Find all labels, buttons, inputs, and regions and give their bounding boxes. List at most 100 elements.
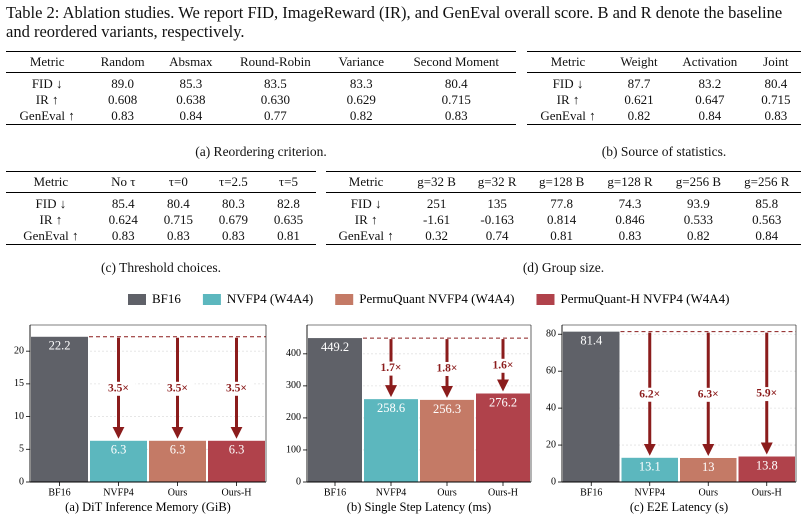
bar	[364, 399, 418, 482]
speedup-label: 1.6×	[493, 359, 514, 371]
table-cell: 0.563	[752, 212, 782, 227]
x-tick-label: Ours-H	[488, 487, 518, 498]
bar-value-label: 13.8	[756, 458, 778, 472]
x-tick-label: BF16	[580, 487, 602, 498]
bar	[680, 457, 737, 482]
speedup-label: 3.5×	[167, 382, 188, 394]
x-tick-label: BF16	[48, 487, 70, 498]
table-row: GenEval ↑ 0.32 0.74 0.81 0.83 0.82 0.84	[326, 228, 801, 245]
table-cell: IR ↑	[354, 212, 378, 227]
x-tick-label: Ours-H	[752, 487, 782, 498]
table-cell: GenEval ↑	[540, 108, 596, 123]
table-header-cell: Metric	[527, 51, 610, 73]
bar	[208, 440, 265, 482]
speedup-label: 5.9×	[756, 388, 777, 400]
table-cell: 85.4	[111, 196, 135, 211]
table-subcaption: (d) Group size.	[522, 260, 605, 275]
table-cell: 0.84	[755, 228, 779, 243]
table-header-cell: Joint	[750, 51, 801, 73]
table-cell: 0.715	[163, 212, 193, 227]
bar	[476, 393, 530, 482]
table-row: FID ↓ 251 135 77.8 74.3 93.9 85.8	[326, 193, 801, 213]
y-tick-label: 0	[19, 476, 24, 487]
bar	[149, 440, 206, 482]
table-cell: 251	[426, 196, 447, 211]
y-tick-label: 10	[14, 411, 24, 422]
table-cell: 80.4	[444, 76, 468, 91]
table-cell: 0.846	[615, 212, 645, 227]
table-cell: 0.81	[550, 228, 574, 243]
table-cell: 80.4	[166, 196, 190, 211]
bar	[621, 457, 678, 482]
x-tick-label: Ours	[699, 487, 719, 498]
table-header-row: Metric Weight Activation Joint	[527, 51, 801, 73]
bar	[563, 331, 620, 482]
speedup-label-bg	[430, 361, 464, 376]
table-cell: GenEval ↑	[19, 108, 75, 123]
table-header-cell: g=256 B	[664, 171, 733, 193]
table-cell: FID ↓	[552, 76, 584, 91]
table-cell: FID ↓	[35, 196, 67, 211]
bar-value-label: 256.3	[433, 402, 461, 416]
table-cell: -0.163	[480, 212, 514, 227]
bar	[90, 440, 147, 482]
table-cell: 0.82	[627, 108, 651, 123]
table-cell: 80.3	[222, 196, 245, 211]
table-header-cell: Metric	[326, 171, 407, 193]
table-cell: 0.83	[222, 228, 245, 243]
table-header-cell: Activation	[669, 51, 751, 73]
table-cell: -1.61	[423, 212, 451, 227]
legend-label: PermuQuant NVFP4 (W4A4)	[359, 291, 514, 306]
table: Metric No τ τ=0 τ=2.5 τ=5 FID ↓ 85.4 80.4 80.3 82…	[6, 171, 316, 245]
speedup-label: 6.2×	[639, 388, 660, 400]
table-cell: IR ↑	[39, 212, 63, 227]
speedup-label: 1.7×	[381, 362, 402, 374]
speedup-label-bg	[486, 358, 520, 373]
table-cell: 0.77	[264, 108, 287, 123]
legend-label: BF16	[152, 291, 181, 306]
table-header-cell: Random	[88, 51, 157, 73]
table-cell: 85.3	[179, 76, 203, 91]
table-cell: 0.630	[260, 92, 291, 107]
y-tick-label: 200	[286, 412, 301, 423]
chart-title: (c) E2E Latency (s)	[630, 500, 728, 514]
table-cell: 135	[487, 196, 507, 211]
table-cell: 0.679	[218, 212, 249, 227]
table-row: GenEval ↑ 0.83 0.84 0.77 0.82 0.83	[6, 108, 516, 125]
table-cell: 77.8	[550, 196, 574, 211]
speedup-label: 6.3×	[698, 388, 719, 400]
legend-label: NVFP4 (W4A4)	[227, 291, 313, 306]
table-cell: 80.4	[764, 76, 788, 91]
table-row: IR ↑ 0.621 0.647 0.715	[527, 92, 801, 108]
legend-swatch	[202, 294, 221, 305]
table-cell: 0.647	[695, 92, 725, 107]
table-header-cell: Weight	[609, 51, 670, 73]
y-tick-label: 80	[546, 329, 556, 340]
speedup-label: 1.8×	[437, 363, 458, 375]
table-cell: GenEval ↑	[338, 228, 394, 243]
table-cell: 0.638	[176, 92, 206, 107]
table-row: GenEval ↑ 0.82 0.84 0.83	[527, 108, 801, 125]
table-cell: 83.5	[264, 76, 287, 91]
table-cell: 0.83	[764, 108, 788, 123]
table-header-cell: Absmax	[156, 51, 225, 73]
y-tick-label: 0	[296, 476, 301, 487]
table-caption: Table 2: Ablation studies. We report FID…	[6, 3, 783, 41]
bar-value-label: 258.6	[377, 401, 405, 415]
table-cell: 0.81	[277, 228, 300, 243]
y-tick-label: 20	[546, 439, 556, 450]
speedup-label-bg	[219, 381, 254, 396]
legend-swatch	[335, 294, 354, 305]
table-cell: 0.84	[179, 108, 203, 123]
table-cell: 0.83	[444, 108, 468, 123]
table-row: FID ↓ 89.0 85.3 83.5 83.3 80.4	[6, 73, 516, 93]
speedup-label-bg	[632, 387, 667, 402]
table-cell: 0.814	[547, 212, 577, 227]
y-tick-label: 60	[546, 365, 556, 376]
bar-value-label: 22.2	[49, 339, 71, 353]
table-header-cell: τ=2.5	[205, 171, 261, 193]
table-cell: 0.621	[624, 92, 654, 107]
